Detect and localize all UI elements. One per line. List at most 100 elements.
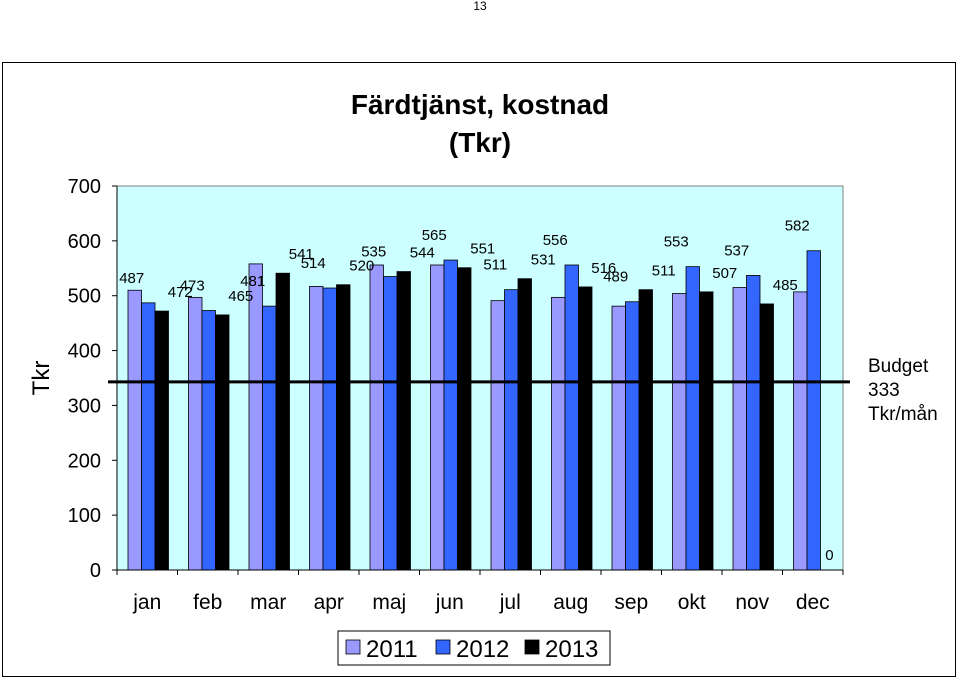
bar-2011-feb [188, 296, 203, 571]
data-label-2012-mar: 481 [240, 273, 265, 290]
data-label-2012-jun: 565 [422, 227, 447, 244]
budget-label-line: Tkr/mån [868, 404, 938, 425]
bar-2012-jun [443, 259, 458, 571]
x-tick-label: mar [250, 591, 286, 614]
bar-2013-aug [578, 286, 593, 571]
bar-2013-nov [759, 303, 774, 571]
bar-2012-nov [746, 275, 761, 571]
bar-2011-okt [672, 293, 687, 571]
chart-frame [2, 62, 956, 677]
y-tick-label: 500 [68, 286, 101, 308]
legend-swatch-2011 [345, 639, 361, 655]
y-axis: 0 100 200 300 400 500 600 700 [68, 176, 118, 582]
budget-label-line: Budget [868, 356, 929, 377]
data-label-2013-mar: 541 [289, 246, 314, 263]
x-tick-label: feb [193, 591, 222, 614]
chart-title-line-2: (Tkr) [449, 127, 511, 158]
bar-2012-mar [262, 305, 277, 571]
data-label-2013-jan: 472 [168, 284, 193, 301]
data-label-2012-okt: 553 [664, 234, 689, 251]
bar-2013-mar [275, 272, 290, 571]
x-tick-label: maj [372, 591, 406, 614]
legend-label-2012: 2012 [456, 636, 509, 663]
y-tick-label: 700 [68, 176, 101, 198]
y-tick-label: 200 [68, 450, 101, 472]
bar-2012-apr [322, 287, 337, 571]
bar-2011-sep [611, 305, 626, 571]
x-tick-label: jan [132, 591, 161, 614]
bar-2013-okt [699, 291, 714, 571]
data-label-2013-feb: 465 [228, 288, 253, 305]
bar-2011-mar [248, 263, 263, 571]
x-tick-label: sep [614, 591, 648, 614]
bar-2012-jul [504, 289, 519, 571]
y-tick-label: 300 [68, 395, 101, 417]
y-axis-title: Tkr [28, 361, 55, 396]
data-label-2013-maj: 544 [410, 245, 435, 262]
x-tick-label: jun [435, 591, 464, 614]
legend-swatch-2013 [524, 639, 540, 655]
bar-2011-nov [732, 287, 747, 571]
data-label-2012-feb: 473 [180, 278, 205, 295]
x-tick-label: jul [499, 591, 521, 614]
data-label-2013-apr: 520 [349, 258, 374, 275]
bar-2012-maj [383, 276, 398, 571]
bar-2012-dec [806, 250, 821, 571]
x-axis: jan feb mar apr maj jun jul aug sep okt nov dec [116, 569, 844, 614]
bar-2012-okt [685, 266, 700, 571]
bar-2011-jun [430, 264, 445, 571]
bar-2013-maj [396, 271, 411, 571]
data-label-2012-jul: 511 [483, 257, 507, 274]
bar-2011-maj [369, 264, 384, 571]
bar-2011-aug [551, 296, 566, 571]
chart-title: Färdtjänst, kostnad (Tkr) [351, 89, 609, 158]
bar-2011-apr [309, 285, 324, 571]
data-label-2013-jun: 551 [470, 241, 495, 258]
x-tick-label: apr [314, 591, 344, 614]
budget-label-line: 333 [868, 380, 900, 401]
data-label-2013-aug: 516 [591, 260, 616, 277]
bar-2012-sep [625, 301, 640, 571]
x-tick-label: aug [553, 591, 588, 614]
plot-area [116, 185, 844, 571]
data-labels: 487 473 481 514 535 565 511 556 489 553 537 582 472 4… [119, 218, 833, 564]
bar-2012-feb [201, 310, 216, 571]
legend-swatch-2012 [435, 639, 451, 655]
data-label-2013-okt: 507 [712, 265, 737, 282]
page-number: 13 [473, 0, 487, 13]
data-label-2012-aug: 556 [543, 232, 568, 249]
data-label-2012-jan: 487 [119, 270, 144, 287]
bar-2011-jul [490, 300, 505, 571]
data-label-2012-maj: 535 [361, 244, 386, 261]
legend: 2011 2012 2013 [337, 630, 611, 666]
data-label-2012-dec: 582 [785, 218, 810, 235]
x-tick-label: nov [735, 591, 769, 614]
data-label-2012-sep: 489 [603, 269, 628, 286]
y-tick-label: 100 [68, 505, 101, 527]
y-tick-label: 0 [90, 560, 101, 582]
bar-2012-aug [564, 264, 579, 571]
y-tick-label: 400 [68, 341, 101, 363]
data-label-2012-apr: 514 [301, 255, 326, 272]
legend-label-2011: 2011 [366, 636, 418, 663]
data-label-2013-nov: 485 [773, 277, 798, 294]
bar-2011-jan [127, 289, 142, 571]
bar-2013-apr [336, 284, 351, 571]
legend-box [337, 630, 611, 666]
bar-2013-jan [154, 310, 169, 571]
bar-2013-jun [457, 267, 472, 571]
x-tick-label: dec [796, 591, 830, 614]
bars [127, 250, 821, 571]
bar-2011-dec [793, 291, 808, 571]
data-label-2013-dec: 0 [825, 547, 833, 564]
data-label-2013-sep: 511 [652, 263, 676, 280]
data-label-2012-nov: 537 [724, 242, 749, 259]
budget-line-group: Budget 333 Tkr/mån [108, 356, 938, 425]
bar-2013-jul [517, 278, 532, 571]
x-tick-label: okt [678, 591, 706, 614]
bar-2012-jan [141, 302, 156, 571]
chart-title-line-1: Färdtjänst, kostnad [351, 89, 609, 120]
bar-2013-sep [638, 289, 653, 571]
y-tick-label: 600 [68, 231, 101, 253]
